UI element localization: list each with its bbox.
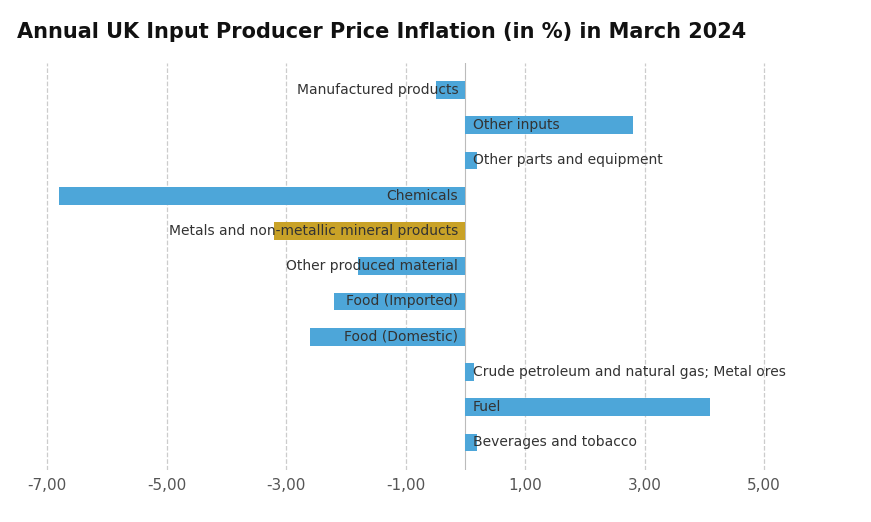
Text: Manufactured products: Manufactured products bbox=[296, 83, 458, 97]
Text: Other inputs: Other inputs bbox=[473, 118, 559, 132]
Text: Food (Domestic): Food (Domestic) bbox=[344, 330, 458, 343]
Bar bbox=[465, 116, 632, 134]
Bar bbox=[436, 81, 465, 99]
Bar bbox=[358, 257, 465, 275]
Text: Beverages and tobacco: Beverages and tobacco bbox=[473, 435, 637, 449]
Bar bbox=[274, 222, 465, 240]
Bar bbox=[465, 152, 477, 169]
Text: Annual UK Input Producer Price Inflation (in %) in March 2024: Annual UK Input Producer Price Inflation… bbox=[17, 21, 746, 42]
Bar bbox=[310, 328, 465, 346]
Text: Fuel: Fuel bbox=[473, 400, 501, 414]
Bar bbox=[465, 398, 710, 416]
Text: Chemicals: Chemicals bbox=[387, 189, 458, 203]
Text: Other parts and equipment: Other parts and equipment bbox=[473, 153, 662, 168]
Text: Food (Imported): Food (Imported) bbox=[346, 294, 458, 309]
Text: Other produced material: Other produced material bbox=[287, 259, 458, 273]
Text: Metals and non-metallic mineral products: Metals and non-metallic mineral products bbox=[169, 224, 458, 238]
Bar bbox=[465, 363, 475, 381]
Bar bbox=[465, 434, 477, 452]
Bar bbox=[334, 293, 465, 310]
Bar bbox=[59, 187, 465, 205]
Text: Crude petroleum and natural gas; Metal ores: Crude petroleum and natural gas; Metal o… bbox=[473, 365, 786, 379]
